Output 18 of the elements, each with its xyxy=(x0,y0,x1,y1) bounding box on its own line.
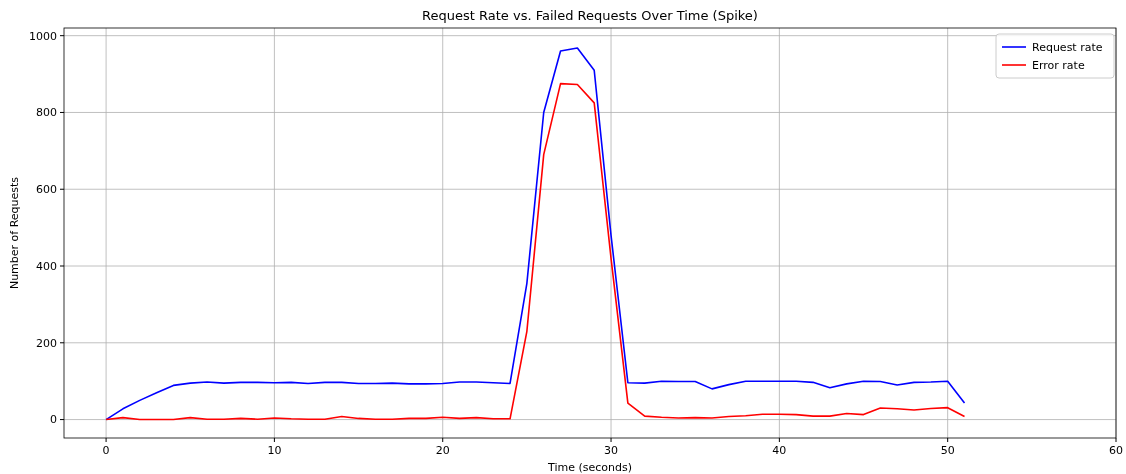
y-axis-title: Number of Requests xyxy=(8,176,21,290)
y-tick-label: 0 xyxy=(50,413,57,427)
x-tick-label: 0 xyxy=(102,444,110,457)
x-tick-label: 20 xyxy=(435,444,450,457)
y-tick-label: 1000 xyxy=(29,29,57,43)
y-tick-label: 200 xyxy=(36,336,57,350)
legend-label: Request rate xyxy=(1032,40,1103,54)
x-tick-label: 10 xyxy=(267,444,282,457)
x-tick-label: 50 xyxy=(940,444,955,457)
y-tick-label: 800 xyxy=(36,106,57,120)
y-tick-label: 400 xyxy=(36,259,57,273)
chart-title: Request Rate vs. Failed Requests Over Time (Spike) xyxy=(422,8,758,23)
x-tick-label: 60 xyxy=(1109,444,1123,457)
x-tick-label: 30 xyxy=(604,444,619,457)
x-axis-title: Time (seconds) xyxy=(547,461,632,474)
x-tick-label: 40 xyxy=(772,444,787,457)
y-tick-label: 600 xyxy=(36,183,57,197)
legend-label: Error rate xyxy=(1032,58,1085,72)
